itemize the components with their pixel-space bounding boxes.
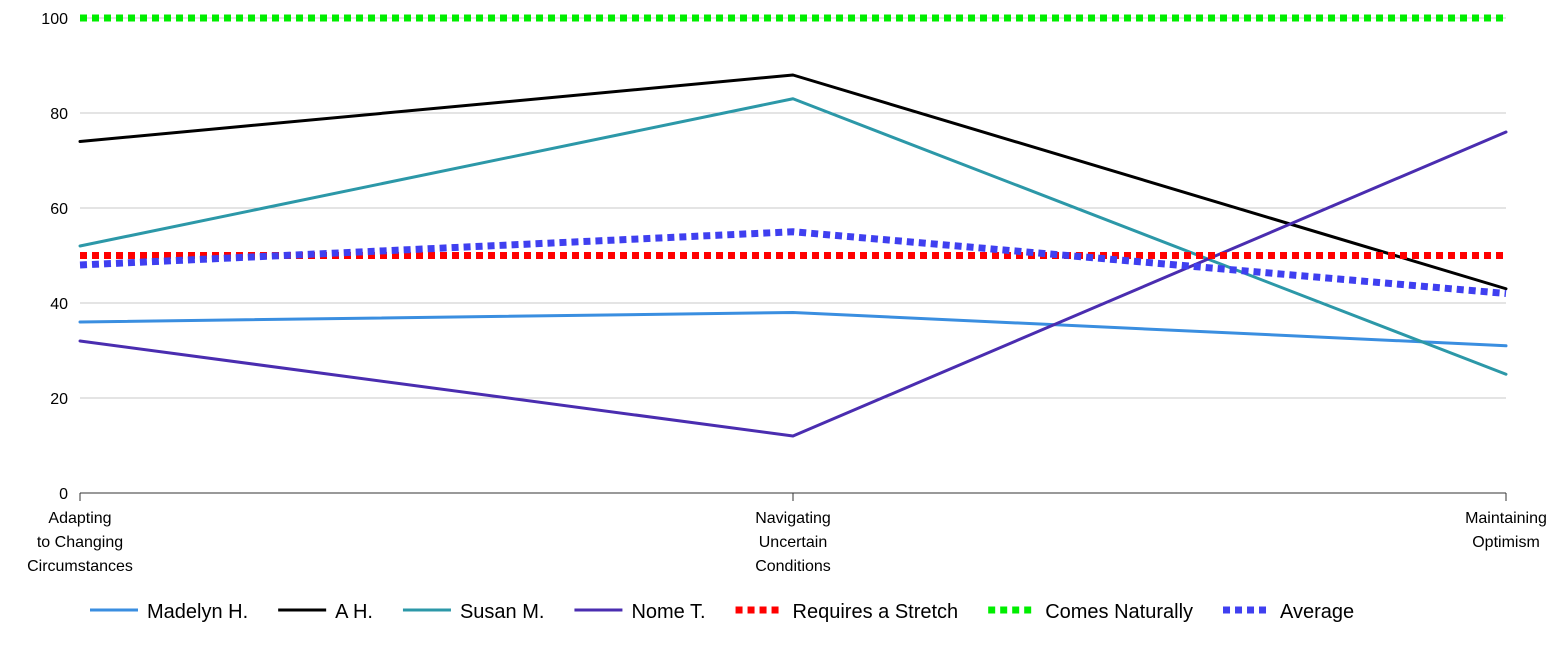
legend-label: Nome T. <box>631 601 705 623</box>
series-lines <box>78 14 1508 438</box>
series-line-nome-t <box>78 130 1508 438</box>
legend-label: Madelyn H. <box>147 601 248 623</box>
series-line-average <box>79 228 1507 297</box>
x-category-label-line: Maintaining <box>1465 510 1547 527</box>
series-line-madelyn-h <box>78 311 1508 348</box>
axes: 0 20 40 60 80 100 Adapting to Changing Circumsta… <box>27 11 1547 575</box>
y-tick-label: 0 <box>59 486 68 503</box>
x-category-label-line: Adapting <box>48 510 111 527</box>
legend-item-madelyn-h: Madelyn H. <box>90 601 248 623</box>
legend-item-nome-t: Nome T. <box>574 601 706 623</box>
legend-label: A H. <box>335 601 373 623</box>
legend-item-average: Average <box>1223 601 1354 623</box>
legend-item-a-h: A H. <box>278 601 373 623</box>
legend-item-comes-naturally: Comes Naturally <box>988 601 1193 623</box>
x-category-label: Adapting to Changing Circumstances <box>27 510 133 575</box>
legend: Madelyn H. A H. Susan M. Nome T. Requires a … <box>90 601 1354 623</box>
x-category-label-line: Circumstances <box>27 558 133 575</box>
legend-item-requires-a-stretch: Requires a Stretch <box>735 601 959 623</box>
x-category-label-line: Optimism <box>1472 534 1540 551</box>
series-line-susan-m <box>78 97 1508 376</box>
series-line-a-h <box>78 73 1508 291</box>
legend-label: Comes Naturally <box>1045 601 1193 623</box>
x-category-label-line: Uncertain <box>759 534 827 551</box>
legend-label: Susan M. <box>460 601 544 623</box>
y-tick-label: 20 <box>50 391 68 408</box>
y-tick-label: 60 <box>50 201 68 218</box>
y-tick-label: 100 <box>41 11 68 28</box>
y-tick-label: 80 <box>50 106 68 123</box>
y-tick-label: 40 <box>50 296 68 313</box>
legend-label: Requires a Stretch <box>793 601 959 623</box>
legend-item-susan-m: Susan M. <box>402 601 544 623</box>
x-category-label: Navigating Uncertain Conditions <box>755 510 831 575</box>
x-category-label: Maintaining Optimism <box>1465 510 1547 551</box>
legend-label: Average <box>1280 601 1354 623</box>
x-category-label-line: to Changing <box>37 534 123 551</box>
x-category-label-line: Conditions <box>755 558 831 575</box>
x-category-label-line: Navigating <box>755 510 831 527</box>
